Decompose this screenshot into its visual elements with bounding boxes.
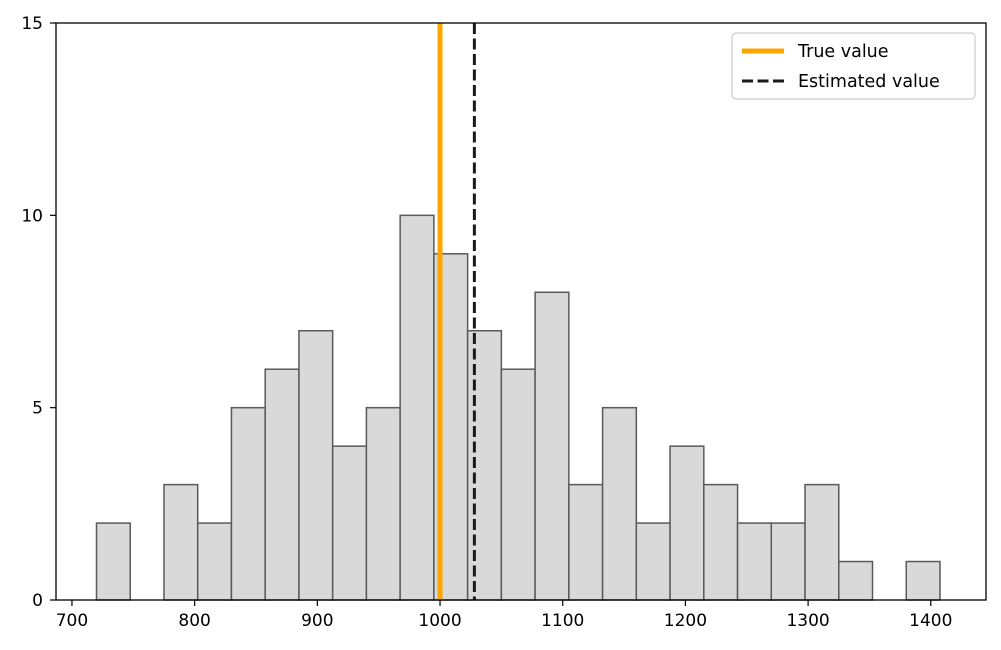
x-tick-label: 800: [178, 611, 210, 631]
histogram-bar: [770, 522, 806, 601]
histogram-bar: [669, 445, 705, 601]
x-tick-label: 1300: [786, 611, 829, 631]
y-tick-label: 15: [21, 14, 43, 34]
y-tick-label: 5: [32, 399, 43, 419]
y-tick-label: 10: [21, 206, 43, 226]
y-tick-label: 0: [32, 591, 43, 611]
x-tick-label: 1200: [664, 611, 707, 631]
histogram-bar: [568, 483, 604, 601]
histogram-bar: [703, 483, 739, 601]
histogram-bar: [399, 214, 435, 601]
histogram-bar: [534, 291, 570, 601]
histogram-bar: [838, 560, 874, 601]
histogram-bar: [196, 522, 233, 601]
histogram-bar: [331, 445, 368, 601]
reference-lines-layer: [437, 23, 476, 600]
histogram-bar: [736, 522, 773, 601]
histogram-bar: [95, 522, 131, 601]
histogram-bar: [500, 368, 536, 601]
x-tick-label: 700: [56, 611, 88, 631]
y-axis: 0 5 10 15: [21, 14, 56, 611]
legend-box: [731, 32, 976, 100]
histogram-bar: [365, 406, 401, 601]
histogram-bar: [905, 560, 941, 601]
histogram-bar: [230, 406, 266, 601]
x-axis: 700 800 900 1000 1100 1200 1300 1400: [56, 600, 952, 631]
bars-layer: [95, 214, 941, 601]
histogram-bar: [298, 329, 334, 601]
legend: True value Estimated value: [731, 32, 976, 100]
x-tick-label: 900: [301, 611, 333, 631]
histogram-bar: [601, 406, 638, 601]
legend-label: Estimated value: [798, 72, 940, 92]
histogram-bar: [264, 368, 300, 601]
x-tick-label: 1000: [418, 611, 461, 631]
x-tick-label: 1100: [541, 611, 584, 631]
histogram-bar: [466, 329, 503, 601]
plot-frame: [55, 22, 987, 601]
x-tick-label: 1400: [909, 611, 952, 631]
histogram-bar: [163, 483, 199, 601]
legend-label: True value: [797, 42, 889, 62]
histogram-bar: [804, 483, 840, 601]
histogram-bar: [635, 522, 671, 601]
